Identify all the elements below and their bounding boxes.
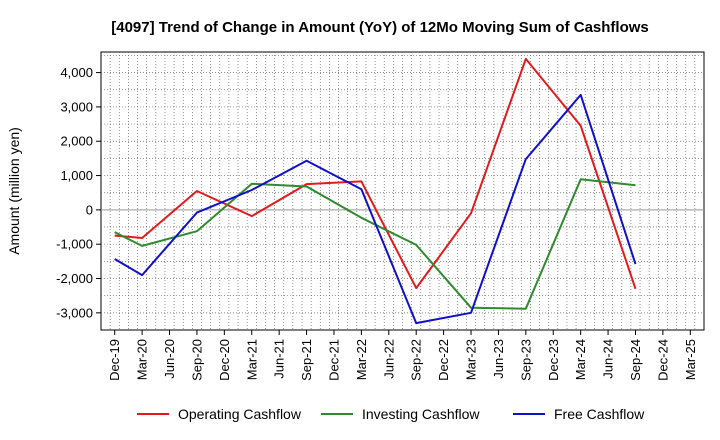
x-tick-label: Mar-24: [573, 339, 588, 380]
x-tick-label: Mar-20: [135, 339, 150, 380]
y-axis-ticks: -3,000 -2,000 -1,000 0 1,000 2,000 3,000 4,000: [56, 65, 101, 320]
x-tick-label: Jun-20: [162, 339, 177, 379]
x-tick-label: Sep-20: [189, 339, 204, 381]
y-tick-label: 1,000: [60, 168, 93, 183]
x-tick-label: Sep-22: [409, 339, 424, 381]
series-line-0: [114, 57, 637, 290]
x-tick-label: Jun-24: [601, 339, 616, 379]
y-tick-label: -1,000: [56, 237, 93, 252]
x-tick-label: Sep-23: [518, 339, 533, 381]
legend: Operating Cashflow Investing Cashflow Free…: [137, 406, 645, 422]
legend-label: Investing Cashflow: [362, 406, 480, 422]
series-line-1: [114, 178, 636, 310]
y-tick-label: 4,000: [60, 65, 93, 80]
y-tick-label: 3,000: [60, 99, 93, 114]
x-tick-label: Dec-20: [217, 339, 232, 381]
x-tick-label: Mar-23: [464, 339, 479, 380]
y-axis-label: Amount (million yen): [6, 127, 22, 255]
legend-label: Operating Cashflow: [178, 406, 302, 422]
x-tick-label: Dec-19: [107, 339, 122, 381]
x-tick-label: Sep-24: [628, 339, 643, 381]
y-tick-label: -3,000: [56, 305, 93, 320]
x-tick-label: Dec-24: [655, 339, 670, 381]
x-axis-ticks: Dec-19 Mar-20 Jun-20 Sep-20 Dec-20 Mar-21 Jun-…: [107, 330, 698, 381]
x-tick-label: Mar-21: [244, 339, 259, 380]
chart-title: [4097] Trend of Change in Amount (YoY) o…: [111, 19, 649, 36]
legend-label: Free Cashflow: [554, 406, 645, 422]
x-tick-label: Jun-22: [381, 339, 396, 379]
y-tick-label: -2,000: [56, 271, 93, 286]
x-tick-label: Dec-22: [436, 339, 451, 381]
x-tick-label: Dec-23: [546, 339, 561, 381]
series-layer: [114, 57, 637, 325]
x-tick-label: Mar-25: [683, 339, 698, 380]
x-tick-label: Sep-21: [299, 339, 314, 381]
x-tick-label: Dec-21: [326, 339, 341, 381]
x-tick-label: Mar-22: [354, 339, 369, 380]
x-tick-label: Jun-23: [491, 339, 506, 379]
y-tick-label: 0: [86, 202, 93, 217]
y-tick-label: 2,000: [60, 134, 93, 149]
series-line-2: [114, 93, 637, 325]
gridlines: [101, 52, 704, 330]
x-tick-label: Jun-21: [272, 339, 287, 379]
